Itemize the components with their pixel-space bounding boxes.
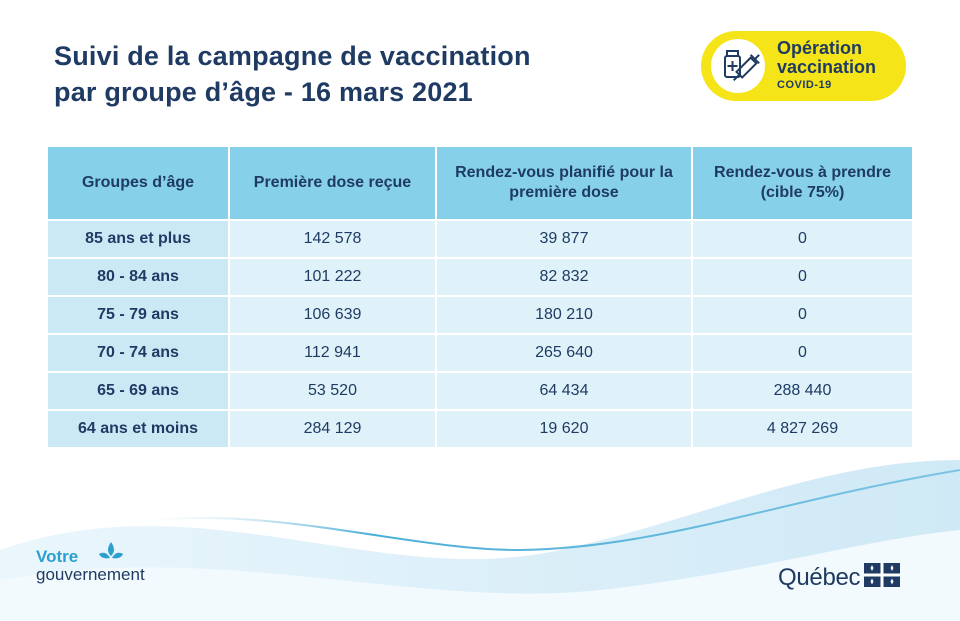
- header-age-groups: Groupes d’âge: [48, 147, 230, 220]
- first-dose-cell: 142 578: [229, 219, 437, 258]
- age-group-cell: 85 ans et plus: [48, 219, 230, 258]
- planned-cell: 39 877: [436, 219, 693, 258]
- table-row: 85 ans et plus 142 578 39 877 0: [48, 219, 912, 258]
- age-group-cell: 65 - 69 ans: [48, 371, 230, 410]
- to-book-cell: 4 827 269: [692, 409, 912, 447]
- planned-cell: 64 434: [436, 371, 693, 410]
- fleur-de-lis-icon: [96, 542, 126, 569]
- votre-gouvernement-logo: Votre gouvernement: [36, 542, 145, 584]
- gov-line-2: gouvernement: [36, 565, 145, 584]
- planned-cell: 82 832: [436, 257, 693, 296]
- planned-cell: 265 640: [436, 333, 693, 372]
- age-group-cell: 64 ans et moins: [48, 409, 230, 447]
- to-book-cell: 0: [692, 333, 912, 372]
- age-group-cell: 70 - 74 ans: [48, 333, 230, 372]
- first-dose-cell: 53 520: [229, 371, 437, 410]
- badge-line-3: COVID-19: [777, 79, 832, 91]
- first-dose-cell: 284 129: [229, 409, 437, 447]
- to-book-cell: 0: [692, 295, 912, 334]
- badge-line-1: Opération: [777, 38, 863, 58]
- planned-cell: 19 620: [436, 409, 693, 447]
- quebec-flag-icon: [864, 563, 901, 592]
- syringe-vial-icon: [711, 39, 765, 93]
- table-row: 64 ans et moins 284 129 19 620 4 827 269: [48, 409, 912, 447]
- header-first-dose: Première dose reçue: [229, 147, 437, 220]
- first-dose-cell: 101 222: [229, 257, 437, 296]
- table-row: 75 - 79 ans 106 639 180 210 0: [48, 295, 912, 334]
- header-planned-appointments: Rendez-vous planifié pour la première do…: [436, 147, 693, 220]
- table-row: 80 - 84 ans 101 222 82 832 0: [48, 257, 912, 296]
- table-row: 70 - 74 ans 112 941 265 640 0: [48, 333, 912, 372]
- operation-vaccination-badge: Opération vaccination COVID-19: [701, 31, 906, 101]
- quebec-logo: Québec: [778, 563, 901, 592]
- to-book-cell: 0: [692, 219, 912, 258]
- badge-line-2: vaccination: [777, 57, 877, 77]
- to-book-cell: 288 440: [692, 371, 912, 410]
- header-appointments-to-book: Rendez-vous à prendre (cible 75%): [692, 147, 912, 220]
- age-group-cell: 75 - 79 ans: [48, 295, 230, 334]
- first-dose-cell: 106 639: [229, 295, 437, 334]
- vaccination-table: Groupes d’âge Première dose reçue Rendez…: [48, 147, 912, 447]
- gov-line-1: Votre: [36, 547, 79, 566]
- page-title: Suivi de la campagne de vaccination par …: [54, 38, 531, 110]
- decorative-wave: [0, 460, 960, 621]
- planned-cell: 180 210: [436, 295, 693, 334]
- to-book-cell: 0: [692, 257, 912, 296]
- table-header-row: Groupes d’âge Première dose reçue Rendez…: [48, 147, 912, 220]
- title-line-1: Suivi de la campagne de vaccination: [54, 41, 531, 71]
- first-dose-cell: 112 941: [229, 333, 437, 372]
- table-row: 65 - 69 ans 53 520 64 434 288 440: [48, 371, 912, 410]
- quebec-wordmark: Québec: [778, 563, 861, 591]
- age-group-cell: 80 - 84 ans: [48, 257, 230, 296]
- title-line-2: par groupe d’âge - 16 mars 2021: [54, 77, 473, 107]
